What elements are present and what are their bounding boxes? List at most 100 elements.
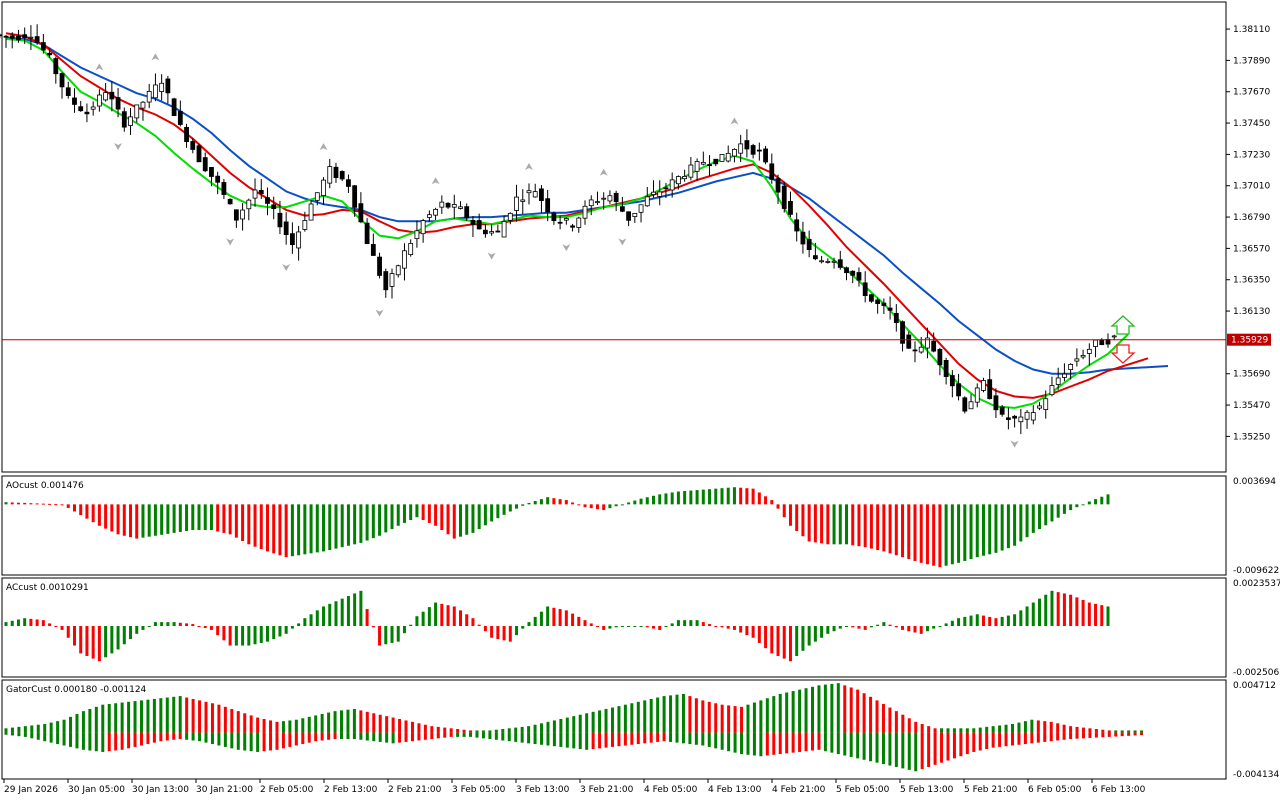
price-tick-label: 1.35250 [1233,432,1270,442]
price-panel[interactable]: 1.38110 1.37890 1.37670 1.37450 1.37230 1.370… [0,1,1271,473]
ao-panel[interactable]: AOcust 0.001476 0.003694 -0.009622 [1,475,1279,576]
gator-upper-bar [598,710,602,733]
gator-lower-bar [817,732,821,750]
bull-candle [433,208,438,216]
histogram-bar [801,504,805,537]
bull-candle [688,164,694,178]
gator-lower-bar [578,732,582,750]
histogram-bar [409,504,413,521]
bull-candle [501,221,507,238]
histogram-bar [60,626,64,630]
gator-lower-bar [75,732,79,749]
histogram-bar [483,504,487,526]
bear-candle [1005,417,1011,420]
gator-lower-bar [352,732,356,740]
bear-candle [806,238,812,251]
gator-lower-bar [765,732,769,756]
gator-upper-bar [139,700,143,733]
bull-candle [451,204,457,208]
gator-lower-bar [830,732,834,753]
bull-candle [651,191,656,195]
time-tick-label: 4 Feb 21:00 [772,785,826,795]
gator-lower-bar [1075,732,1079,739]
gator-upper-bar [223,706,227,733]
gator-lower-bar [1101,732,1105,738]
gator-lower-bar [985,732,989,750]
gator-lower-bar [610,732,614,747]
price-tick-label: 1.36790 [1233,213,1270,223]
gator-upper-bar [288,720,292,733]
histogram-bar [334,601,338,627]
bear-candle [47,52,52,56]
gator-lower-bar [269,732,273,751]
bear-candle [800,231,806,245]
gator-lower-bar [991,732,995,748]
gator-lower-bar [275,732,279,750]
gator-upper-bar [830,683,834,733]
bull-candle [669,179,675,191]
gator-lower-bar [759,732,763,757]
histogram-bar [832,504,836,545]
gator-upper-bar [849,687,853,733]
gator-upper-bar [333,711,337,733]
histogram-bar [452,606,456,627]
gator-lower-bar [185,732,189,740]
ac-panel[interactable]: ACcust 0.0010291 0.0023537 -0.0025062 [1,577,1280,678]
price-tick-label: 1.37450 [1233,119,1270,129]
bear-candle [476,220,482,230]
bull-candle [657,191,663,197]
gator-lower-bar [114,732,118,751]
gator-upper-bar [1069,726,1073,733]
histogram-bar [309,504,313,554]
bull-candle [974,387,980,403]
gator-lower-bar [694,732,698,745]
histogram-bar [820,626,824,638]
bear-candle [377,256,382,276]
gator-lower-bar [585,732,589,750]
histogram-bar [322,504,326,552]
gator-lower-bar [752,732,756,756]
price-tick-label: 1.36570 [1233,244,1270,254]
gator-upper-bar [540,723,544,733]
histogram-bar [1025,504,1029,538]
histogram-bar [247,626,251,646]
gator-upper-bar [527,726,531,733]
histogram-bar [1019,610,1023,627]
bear-candle [445,202,451,208]
gator-panel[interactable]: GatorCust 0.000180 -0.001124 0.004712 -0… [1,679,1279,780]
gator-lower-bar [372,732,376,742]
gator-upper-bar [423,724,427,733]
gator-upper-bar [1036,720,1040,733]
histogram-bar [739,626,743,633]
gator-upper-bar [301,718,305,733]
histogram-bar [346,596,350,627]
histogram-bar [241,626,245,646]
histogram-bar [135,504,139,539]
histogram-bar [739,487,743,505]
histogram-bar [272,504,276,554]
histogram-bar [708,624,712,627]
histogram-bar [508,504,512,512]
fractal-down-icon [375,309,384,317]
gator-upper-bar [636,701,640,733]
bear-candle [887,307,893,311]
bear-candle [837,259,843,268]
gator-upper-bar [759,700,763,733]
bear-candle [663,187,669,190]
histogram-bar [502,504,506,515]
gator-upper-bar [746,704,750,733]
bull-candle [402,250,407,269]
bear-candle [869,294,874,302]
histogram-bar [1050,590,1054,627]
histogram-bar [627,502,631,505]
histogram-bar [1075,597,1079,627]
gator-lower-bar [669,732,673,742]
bull-candle [252,189,258,199]
histogram-bar [1062,504,1066,514]
gator-lower-bar [843,732,847,756]
current-price-badge: 1.35929 [1227,333,1271,346]
bull-candle [925,337,930,349]
gator-lower-bar [198,732,202,742]
bear-candle [943,360,949,377]
